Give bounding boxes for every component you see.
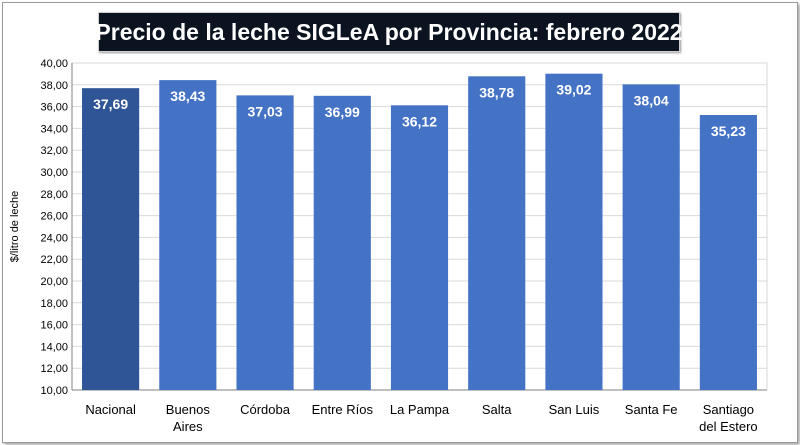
y-axis-label: $/litro de leche [9, 191, 21, 263]
y-tick-label: 28,00 [40, 189, 68, 201]
x-tick-label: Santa Fe [625, 402, 678, 417]
bar-0 [82, 88, 140, 390]
data-label: 37,69 [93, 96, 128, 112]
y-tick-label: 30,00 [40, 167, 68, 179]
y-tick-labels: 10,00 12,00 14,00 16,00 18,00 20,00 22,00 24,00… [40, 58, 68, 397]
x-tick-label: Entre Ríos [312, 402, 374, 417]
x-tick-label: Santiago [703, 402, 754, 417]
y-tick-label: 10,00 [40, 385, 68, 397]
bar-6 [545, 73, 603, 390]
data-label: 38,78 [479, 84, 514, 100]
y-tick-label: 16,00 [40, 320, 68, 332]
bar-8 [699, 114, 757, 391]
y-tick-label: 40,00 [40, 58, 68, 70]
y-tick-label: 12,00 [40, 363, 68, 375]
x-tick-label: Buenos [166, 402, 211, 417]
y-tick-label: 38,00 [40, 80, 68, 92]
data-label: 39,02 [556, 82, 591, 98]
data-labels: 37,69 38,43 37,03 36,99 36,12 38,78 39,02 38,04… [93, 82, 746, 139]
bar-5 [468, 76, 526, 390]
x-tick-label: La Pampa [390, 402, 450, 417]
data-label: 36,99 [325, 104, 360, 120]
y-tick-label: 20,00 [40, 276, 68, 288]
bars [82, 73, 757, 391]
y-tick-label: 34,00 [40, 123, 68, 135]
chart-title: Precio de la leche SIGLeA por Provincia:… [95, 12, 683, 52]
y-tick-label: 18,00 [40, 298, 68, 310]
x-tick-label: Córdoba [240, 402, 291, 417]
y-tick-label: 14,00 [40, 341, 68, 353]
bar-1 [159, 80, 217, 390]
y-tick-label: 22,00 [40, 254, 68, 266]
bar-7 [622, 84, 680, 390]
x-tick-label: del Estero [699, 419, 758, 434]
data-label: 38,04 [634, 92, 669, 108]
bar-4 [390, 105, 449, 391]
bar-3 [313, 95, 371, 391]
y-tick-label: 32,00 [40, 145, 68, 157]
y-tick-label: 26,00 [40, 211, 68, 223]
bar-2 [236, 95, 294, 391]
data-label: 37,03 [248, 103, 283, 119]
data-label: 36,12 [402, 113, 437, 129]
x-tick-label: Aires [173, 419, 203, 434]
y-tick-label: 36,00 [40, 102, 68, 114]
x-tick-label: San Luis [549, 402, 600, 417]
data-label: 35,23 [711, 123, 746, 139]
data-label: 38,43 [170, 88, 205, 104]
y-tick-label: 24,00 [40, 232, 68, 244]
x-tick-labels: Nacional Buenos Aires Córdoba Entre Ríos La P… [85, 402, 757, 434]
x-tick-label: Nacional [85, 402, 136, 417]
x-tick-label: Salta [482, 402, 512, 417]
